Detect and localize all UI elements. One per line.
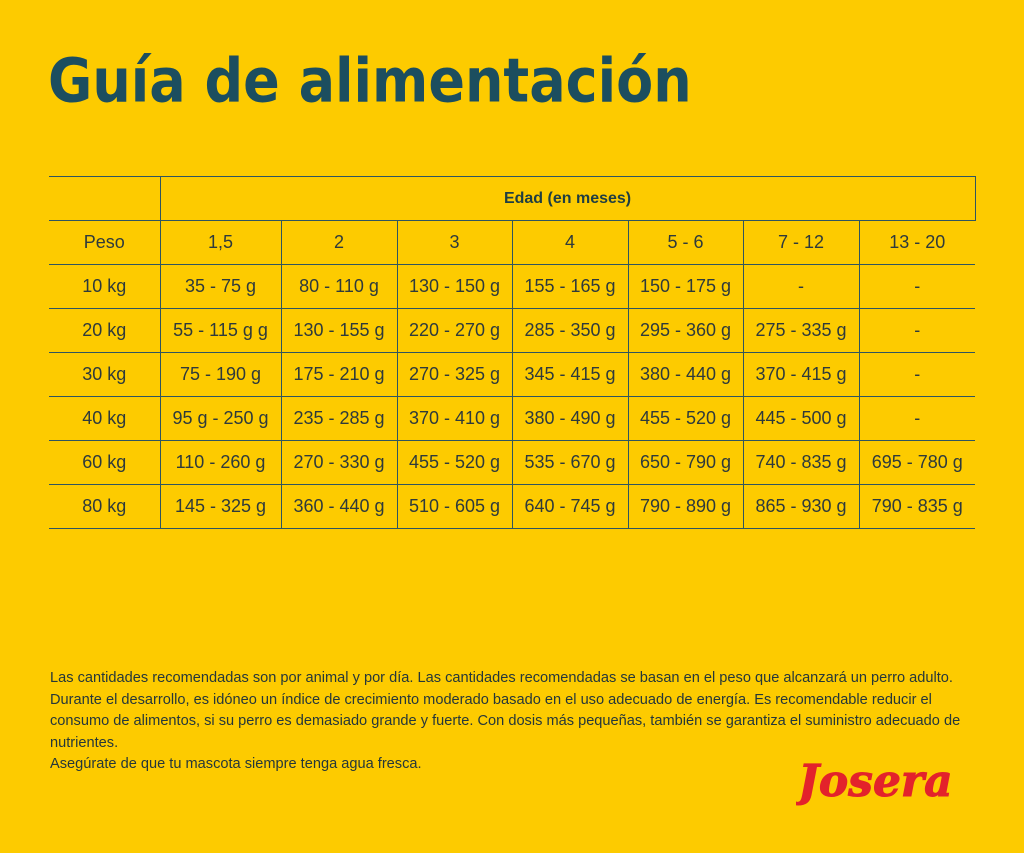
logo-wordmark: Josera [796, 756, 953, 807]
portion-cell: - [858, 352, 976, 397]
portion-cell: 75 - 190 g [159, 352, 282, 397]
age-header-row: Edad (en meses) [49, 176, 976, 221]
portion-cell: 380 - 490 g [511, 396, 629, 441]
portion-cell: 130 - 155 g [280, 308, 398, 353]
portion-cell: 790 - 890 g [627, 484, 744, 529]
age-label: 2 [280, 220, 398, 265]
portion-cell: 345 - 415 g [511, 352, 629, 397]
portion-cell: 370 - 410 g [396, 396, 513, 441]
portion-cell: - [858, 264, 976, 309]
weight-cell: 40 kg [49, 396, 161, 441]
portion-cell: 235 - 285 g [280, 396, 398, 441]
portion-cell: 35 - 75 g [159, 264, 282, 309]
portion-cell: 650 - 790 g [627, 440, 744, 485]
portion-cell: 270 - 325 g [396, 352, 513, 397]
page-title: Guía de alimentación [48, 45, 692, 117]
age-label: 13 - 20 [858, 220, 976, 265]
portion-cell: 145 - 325 g [159, 484, 282, 529]
feeding-table: Edad (en meses) Peso 1,5 2 3 4 5 - 6 7 -… [49, 176, 976, 529]
portion-cell: 110 - 260 g [159, 440, 282, 485]
portion-cell: 445 - 500 g [742, 396, 860, 441]
weight-cell: 60 kg [49, 440, 161, 485]
feeding-note: Las cantidades recomendadas son por anim… [50, 668, 985, 776]
portion-cell: 175 - 210 g [280, 352, 398, 397]
portion-cell: - [858, 396, 976, 441]
portion-cell: - [858, 308, 976, 353]
portion-cell: - [742, 264, 860, 309]
age-label: 4 [511, 220, 629, 265]
weight-header: Peso [49, 220, 161, 265]
portion-cell: 285 - 350 g [511, 308, 629, 353]
table-row: 10 kg 35 - 75 g 80 - 110 g 130 - 150 g 155 -… [49, 264, 976, 309]
portion-cell: 295 - 360 g [627, 308, 744, 353]
portion-cell: 790 - 835 g [858, 484, 976, 529]
portion-cell: 130 - 150 g [396, 264, 513, 309]
table-corner-cell [49, 176, 161, 221]
age-header: Edad (en meses) [159, 176, 976, 221]
table-row: 60 kg 110 - 260 g 270 - 330 g 455 - 520 g 53… [49, 440, 976, 485]
portion-cell: 455 - 520 g [627, 396, 744, 441]
portion-cell: 695 - 780 g [858, 440, 976, 485]
age-label: 7 - 12 [742, 220, 860, 265]
portion-cell: 535 - 670 g [511, 440, 629, 485]
weight-cell: 20 kg [49, 308, 161, 353]
age-label: 5 - 6 [627, 220, 744, 265]
portion-cell: 360 - 440 g [280, 484, 398, 529]
age-label: 1,5 [159, 220, 282, 265]
weight-cell: 80 kg [49, 484, 161, 529]
table-row: 30 kg 75 - 190 g 175 - 210 g 270 - 325 g 345… [49, 352, 976, 397]
portion-cell: 220 - 270 g [396, 308, 513, 353]
josera-logo-mark: Josera [791, 756, 954, 808]
portion-cell: 370 - 415 g [742, 352, 860, 397]
age-label: 3 [396, 220, 513, 265]
portion-cell: 455 - 520 g [396, 440, 513, 485]
portion-cell: 150 - 175 g [627, 264, 744, 309]
table-row: 80 kg 145 - 325 g 360 - 440 g 510 - 605 g 64… [49, 484, 976, 529]
portion-cell: 865 - 930 g [742, 484, 860, 529]
weight-cell: 10 kg [49, 264, 161, 309]
portion-cell: 155 - 165 g [511, 264, 629, 309]
portion-cell: 55 - 115 g g [159, 308, 282, 353]
portion-cell: 270 - 330 g [280, 440, 398, 485]
note-paragraph: Las cantidades recomendadas son por anim… [50, 670, 961, 751]
table-body: Edad (en meses) Peso 1,5 2 3 4 5 - 6 7 -… [49, 176, 976, 529]
weight-cell: 30 kg [49, 352, 161, 397]
josera-logo: Josera [791, 748, 976, 813]
portion-cell: 275 - 335 g [742, 308, 860, 353]
portion-cell: 80 - 110 g [280, 264, 398, 309]
portion-cell: 95 g - 250 g [159, 396, 282, 441]
note-water: Asegúrate de que tu mascota siempre teng… [50, 756, 422, 772]
age-labels-row: Peso 1,5 2 3 4 5 - 6 7 - 12 13 - 20 [49, 220, 976, 265]
portion-cell: 380 - 440 g [627, 352, 744, 397]
portion-cell: 640 - 745 g [511, 484, 629, 529]
portion-cell: 740 - 835 g [742, 440, 860, 485]
portion-cell: 510 - 605 g [396, 484, 513, 529]
